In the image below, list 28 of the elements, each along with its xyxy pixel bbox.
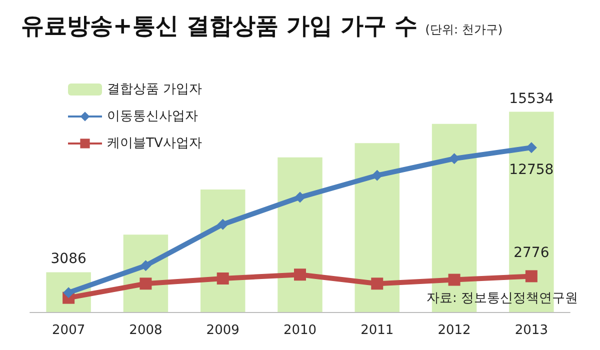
x-tick-label: 2013 <box>514 323 548 338</box>
point <box>448 274 460 286</box>
point <box>294 192 306 203</box>
chart-title: 유료방송+통신 결합상품 가입 가구 수 <box>21 14 426 40</box>
bar <box>354 143 400 312</box>
x-tick-label: 2009 <box>206 323 240 338</box>
x-tick-label: 2011 <box>360 323 394 338</box>
annotation: 자료: 정보통신정책연구원 <box>426 291 578 306</box>
point <box>140 260 152 272</box>
legend-label: 케이블TV사업자 <box>107 136 202 151</box>
legend-label: 이동통신사업자 <box>107 109 198 124</box>
x-tick-label: 2012 <box>438 323 471 338</box>
data-label: 12758 <box>509 162 554 178</box>
x-tick-label: 2010 <box>283 323 317 338</box>
point <box>525 270 538 282</box>
bar <box>278 157 322 312</box>
data-label: 2776 <box>514 245 550 262</box>
point <box>294 268 306 281</box>
x-tick-label: 2008 <box>129 323 162 338</box>
chart-subtitle: (단위: 천가구) <box>425 22 503 36</box>
legend-label: 결합상품 가입자 <box>107 82 202 97</box>
point <box>216 272 229 284</box>
data-label: 3086 <box>50 251 86 268</box>
data-label: 15534 <box>509 90 554 107</box>
point <box>371 278 384 290</box>
point <box>217 218 228 230</box>
point <box>140 278 152 290</box>
x-tick-label: 2007 <box>52 323 86 338</box>
